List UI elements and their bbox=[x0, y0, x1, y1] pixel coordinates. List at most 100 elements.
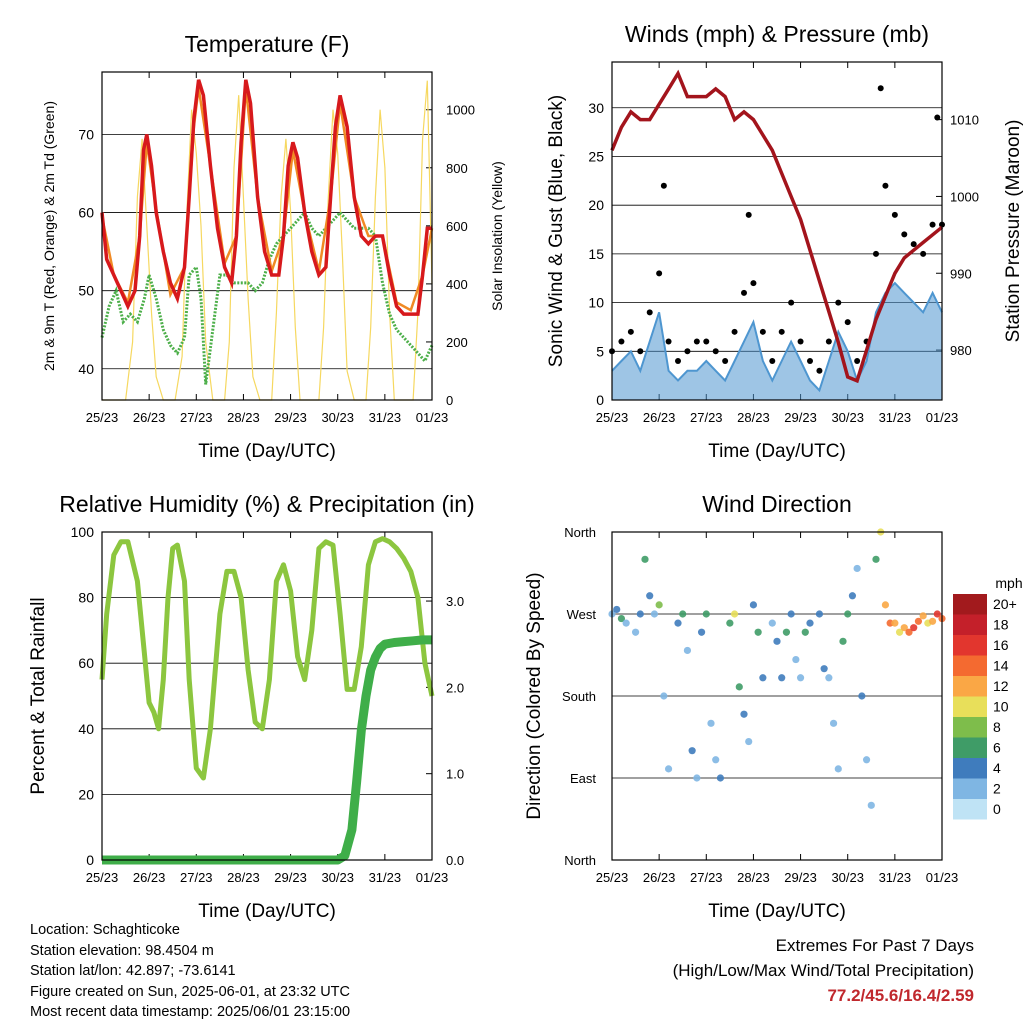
plot-frame bbox=[101, 531, 433, 861]
legend-swatch bbox=[953, 614, 987, 635]
series-2m-temp bbox=[100, 79, 432, 316]
series-wind-direction bbox=[608, 528, 946, 809]
legend-label: 2 bbox=[993, 781, 1001, 797]
direction-point bbox=[754, 628, 762, 636]
legend-swatch bbox=[953, 778, 987, 799]
legend-label: 10 bbox=[993, 699, 1009, 715]
y-axis-label: Percent & Total Rainfall bbox=[28, 597, 49, 794]
legend-label: 8 bbox=[993, 719, 1001, 735]
y2-axis-label: Station Pressure (Maroon) bbox=[1003, 120, 1024, 343]
x-tick-label: 31/23 bbox=[369, 870, 402, 885]
direction-point bbox=[825, 674, 833, 682]
y-tick-label: 50 bbox=[78, 283, 94, 299]
y-tick-label: 60 bbox=[78, 205, 94, 221]
x-tick-label: 25/23 bbox=[596, 410, 629, 425]
direction-point bbox=[650, 610, 659, 618]
direction-point bbox=[613, 605, 621, 614]
x-axis-label: Time (Day/UTC) bbox=[198, 441, 336, 462]
gust-point bbox=[665, 338, 672, 345]
direction-point bbox=[815, 610, 824, 618]
y-tick-label: South bbox=[562, 689, 596, 704]
gust-point bbox=[877, 85, 884, 92]
y2-tick-label: 3.0 bbox=[446, 594, 464, 609]
humidity-chart: 25/23 26/23 27/23 28/23 29/23 30/23 31/23 01/23… bbox=[28, 491, 475, 922]
direction-point bbox=[829, 719, 838, 727]
plot-frame bbox=[101, 71, 433, 401]
gust-point bbox=[684, 348, 691, 355]
y2-tick-label: 200 bbox=[446, 335, 468, 350]
x-tick-label: 29/23 bbox=[784, 870, 817, 885]
direction-point bbox=[933, 610, 941, 618]
chart-title: Relative Humidity (%) & Precipitation (i… bbox=[59, 491, 474, 517]
gust-point bbox=[660, 182, 667, 189]
legend-label: 6 bbox=[993, 740, 1001, 756]
legend-swatch bbox=[953, 799, 987, 820]
direction-point bbox=[683, 646, 692, 655]
direction-point bbox=[646, 592, 654, 600]
direction-point bbox=[745, 737, 753, 746]
y-tick-label: 70 bbox=[78, 126, 94, 142]
direction-point bbox=[730, 610, 739, 618]
y2-tick-label: 1.0 bbox=[446, 767, 464, 782]
legend-label: 14 bbox=[993, 658, 1009, 674]
direction-point bbox=[862, 756, 871, 764]
gust-point bbox=[637, 348, 644, 355]
gust-point bbox=[910, 241, 917, 248]
gust-point bbox=[901, 231, 908, 238]
legend-swatch bbox=[953, 635, 987, 656]
gust-point bbox=[750, 280, 757, 287]
direction-point bbox=[782, 628, 791, 636]
y-axis-label: Direction (Colored By Speed) bbox=[524, 572, 545, 819]
y2-tick-label: 1000 bbox=[950, 189, 979, 204]
direction-point bbox=[900, 624, 908, 632]
y-tick-label: North bbox=[564, 853, 596, 868]
direction-point bbox=[914, 617, 923, 625]
direction-point bbox=[655, 601, 663, 609]
extremes-values: 77.2/45.6/16.4/2.59 bbox=[827, 986, 974, 1005]
y-tick-label: 15 bbox=[588, 246, 604, 262]
y-tick-label: West bbox=[567, 607, 597, 622]
x-tick-label: 28/23 bbox=[737, 870, 770, 885]
gust-point bbox=[835, 299, 842, 306]
x-tick-label: 29/23 bbox=[274, 870, 307, 885]
legend-swatch bbox=[953, 758, 987, 779]
direction-point bbox=[664, 765, 673, 773]
direction-point bbox=[697, 628, 706, 636]
direction-point bbox=[778, 674, 786, 682]
x-tick-label: 01/23 bbox=[926, 410, 959, 425]
speed-legend: mph 20+ 18 16 14 12 10 8 6 4 2 0 bbox=[953, 575, 1023, 820]
direction-point bbox=[792, 655, 800, 664]
y2-tick-label: 800 bbox=[446, 161, 468, 176]
x-tick-label: 27/23 bbox=[690, 410, 723, 425]
legend-swatch bbox=[953, 655, 987, 676]
direction-point bbox=[853, 564, 861, 573]
info-elevation: Station elevation: 98.4504 m bbox=[30, 942, 214, 959]
y2-tick-label: 1010 bbox=[950, 113, 979, 128]
gust-point bbox=[854, 358, 861, 365]
legend-label: 20+ bbox=[993, 596, 1017, 612]
direction-chart: 25/23 26/23 27/23 28/23 29/23 30/23 31/23 01/23… bbox=[524, 491, 1023, 922]
y-tick-label: 25 bbox=[588, 148, 604, 164]
legend-label: 4 bbox=[993, 760, 1001, 776]
y2-tick-label: 0.0 bbox=[446, 853, 464, 868]
series-9m-temp bbox=[100, 87, 434, 313]
gust-point bbox=[778, 328, 785, 335]
x-tick-label: 31/23 bbox=[879, 410, 912, 425]
direction-point bbox=[895, 628, 904, 636]
direction-point bbox=[839, 637, 847, 645]
direction-point bbox=[707, 719, 715, 727]
x-tick-label: 26/23 bbox=[133, 410, 166, 425]
series-station-pressure bbox=[610, 69, 944, 384]
y-tick-label: 0 bbox=[86, 852, 94, 868]
y-tick-label: 20 bbox=[78, 786, 94, 802]
x-tick-label: 28/23 bbox=[227, 870, 260, 885]
x-tick-label: 30/23 bbox=[831, 410, 864, 425]
gust-point bbox=[675, 358, 681, 365]
x-tick-label: 30/23 bbox=[321, 870, 354, 885]
gust-point bbox=[807, 358, 813, 365]
legend-swatch bbox=[953, 594, 987, 615]
plot-frame bbox=[611, 531, 943, 861]
direction-point bbox=[787, 610, 795, 618]
x-tick-label: 25/23 bbox=[86, 410, 119, 425]
gust-point bbox=[873, 250, 879, 257]
